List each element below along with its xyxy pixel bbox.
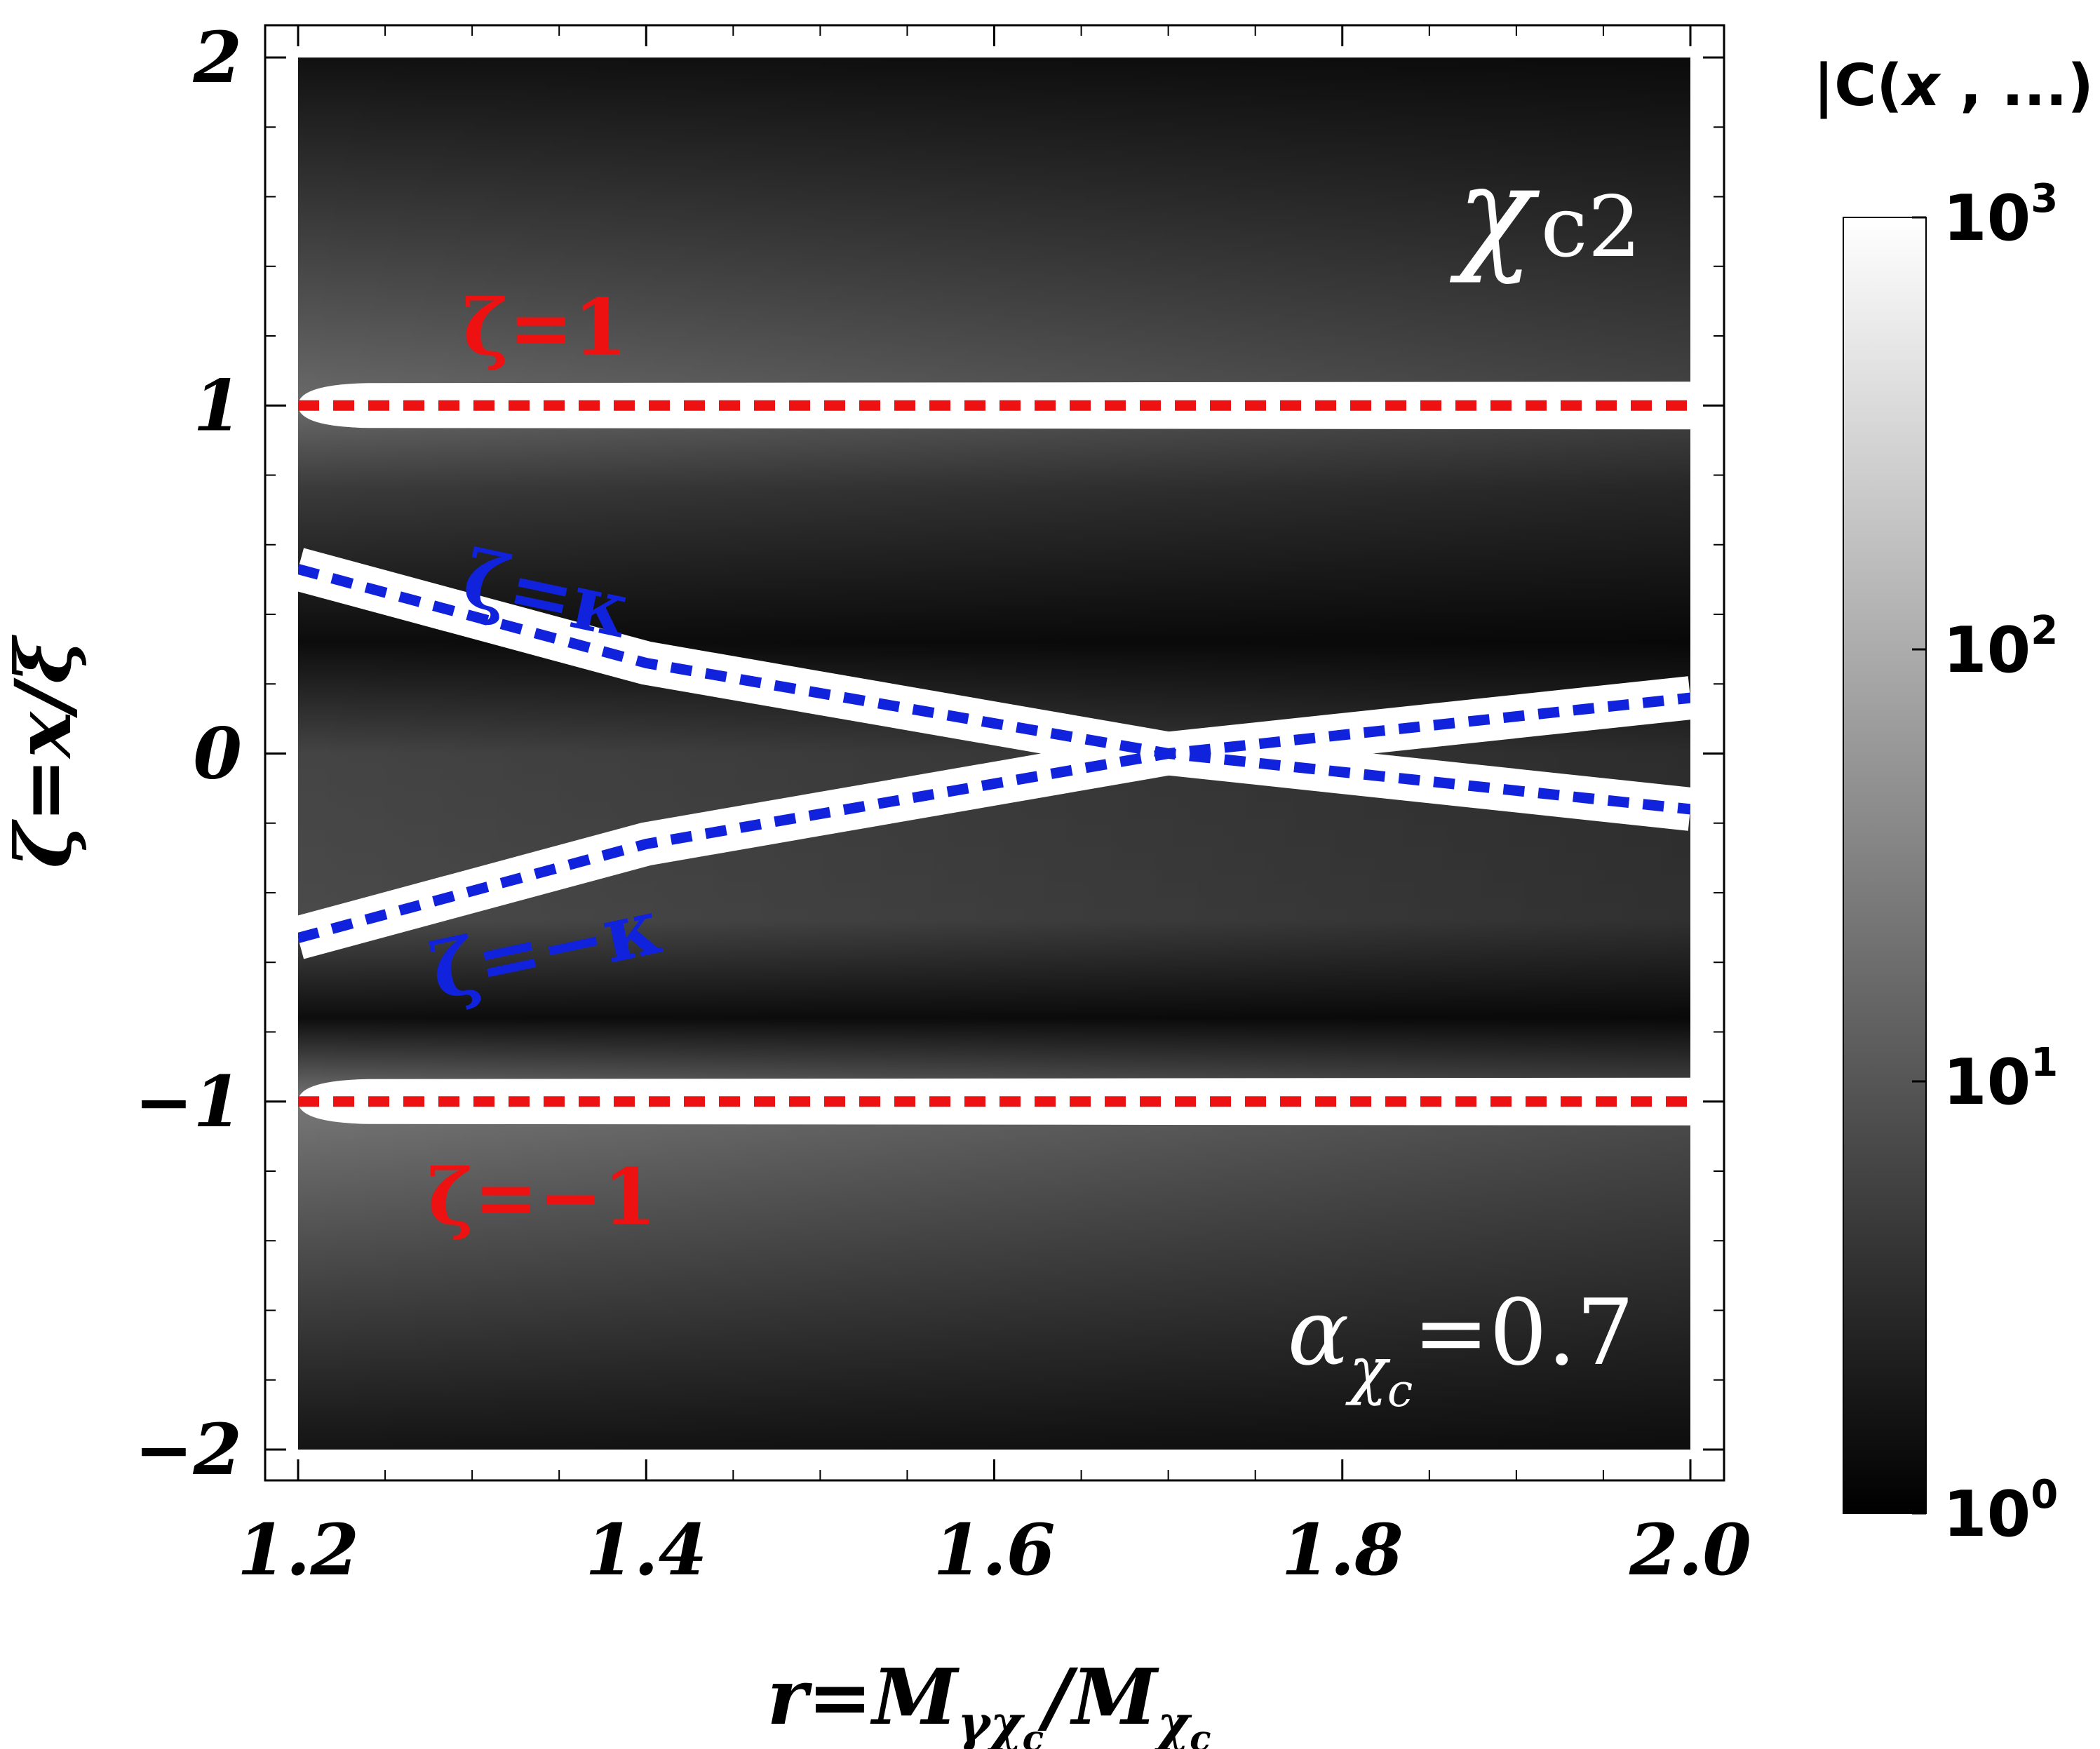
colorbar-tick-label: 101 (1943, 1040, 2058, 1119)
heatmap-shading (298, 58, 1690, 1450)
colorbar-title: |C(x , ...)| (1813, 53, 2100, 120)
singular-band (298, 1077, 1690, 1126)
zeta-minus-one-label: ζ=−1 (428, 1152, 657, 1242)
y-axis-title: ζ=x/ξ (0, 635, 88, 868)
y-tick-label: −2 (135, 1408, 242, 1491)
colorbar: |C(x , ...)| 103 102 101 100 (1813, 53, 2100, 1551)
x-tick-label: 2.0 (1629, 1508, 1751, 1591)
colorbar-ticks: 103 102 101 100 (1912, 176, 2058, 1551)
x-axis: 1.2 1.4 1.6 1.8 2.0 (237, 25, 1751, 1591)
series-line (298, 692, 1690, 943)
singular-band (298, 381, 1690, 430)
x-tick-label: 1.4 (585, 1508, 707, 1591)
x-tick-label: 1.6 (934, 1508, 1056, 1591)
colorbar-tick-label: 100 (1943, 1472, 2058, 1551)
y-tick-label: 0 (193, 713, 242, 795)
reference-lines (298, 400, 1690, 1107)
alpha-label: αχc=0.7 (1288, 1279, 1634, 1417)
colorbar-gradient (1843, 217, 1927, 1514)
x-tick-label: 1.8 (1281, 1508, 1404, 1591)
x-tick-label: 1.2 (237, 1508, 359, 1591)
colorbar-tick-label: 102 (1943, 608, 2058, 687)
chi-c2-label: χc2 (1449, 140, 1641, 286)
y-tick-label: 2 (192, 16, 242, 99)
zeta-plus-one-label: ζ=1 (463, 282, 627, 372)
colorbar-tick-label: 103 (1943, 176, 2058, 255)
y-tick-label: −1 (135, 1060, 242, 1143)
x-axis-title: r=Mγχc/Mχc (767, 1652, 1211, 1749)
y-axis: −2 −1 0 1 2 (135, 16, 1724, 1491)
series-line (298, 564, 1690, 815)
heatmap-area (298, 58, 1690, 1450)
y-tick-label: 1 (193, 364, 242, 447)
